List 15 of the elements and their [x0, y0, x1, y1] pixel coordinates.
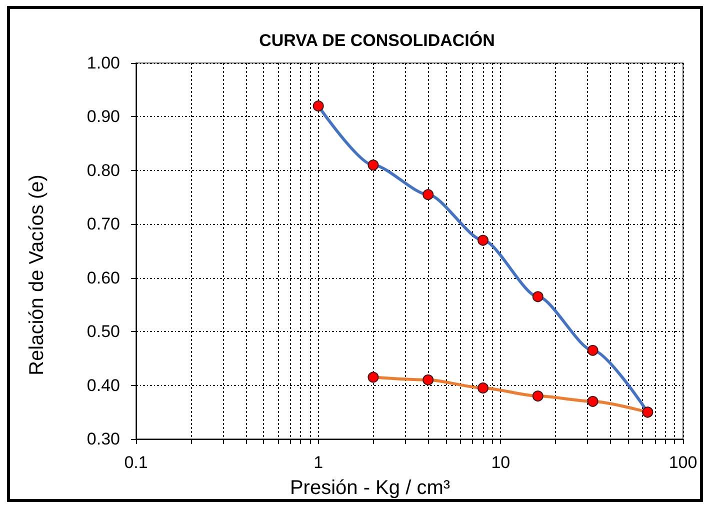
x-tick-label: 10 — [491, 453, 510, 472]
y-tick-label: 0.30 — [86, 430, 120, 448]
chart-title: CURVA DE CONSOLIDACIÓN — [259, 30, 495, 50]
y-tick-label: 0.60 — [86, 268, 120, 288]
y-tick-label: 0.80 — [86, 160, 120, 180]
x-axis-title: Presión - Kg / cm³ — [290, 477, 450, 499]
y-tick-label: 0.70 — [86, 214, 120, 234]
y-tick-label: 0.50 — [86, 322, 120, 342]
y-tick-label: 0.40 — [86, 376, 120, 395]
y-axis-title: Relación de Vacíos (e) — [26, 174, 48, 376]
y-tick-label: 1.00 — [86, 54, 120, 72]
x-tick-label: 0.1 — [124, 453, 148, 472]
y-tick-label: 0.90 — [86, 107, 120, 126]
x-tick-label: 100 — [668, 453, 698, 472]
x-tick-label: 1 — [314, 453, 324, 472]
